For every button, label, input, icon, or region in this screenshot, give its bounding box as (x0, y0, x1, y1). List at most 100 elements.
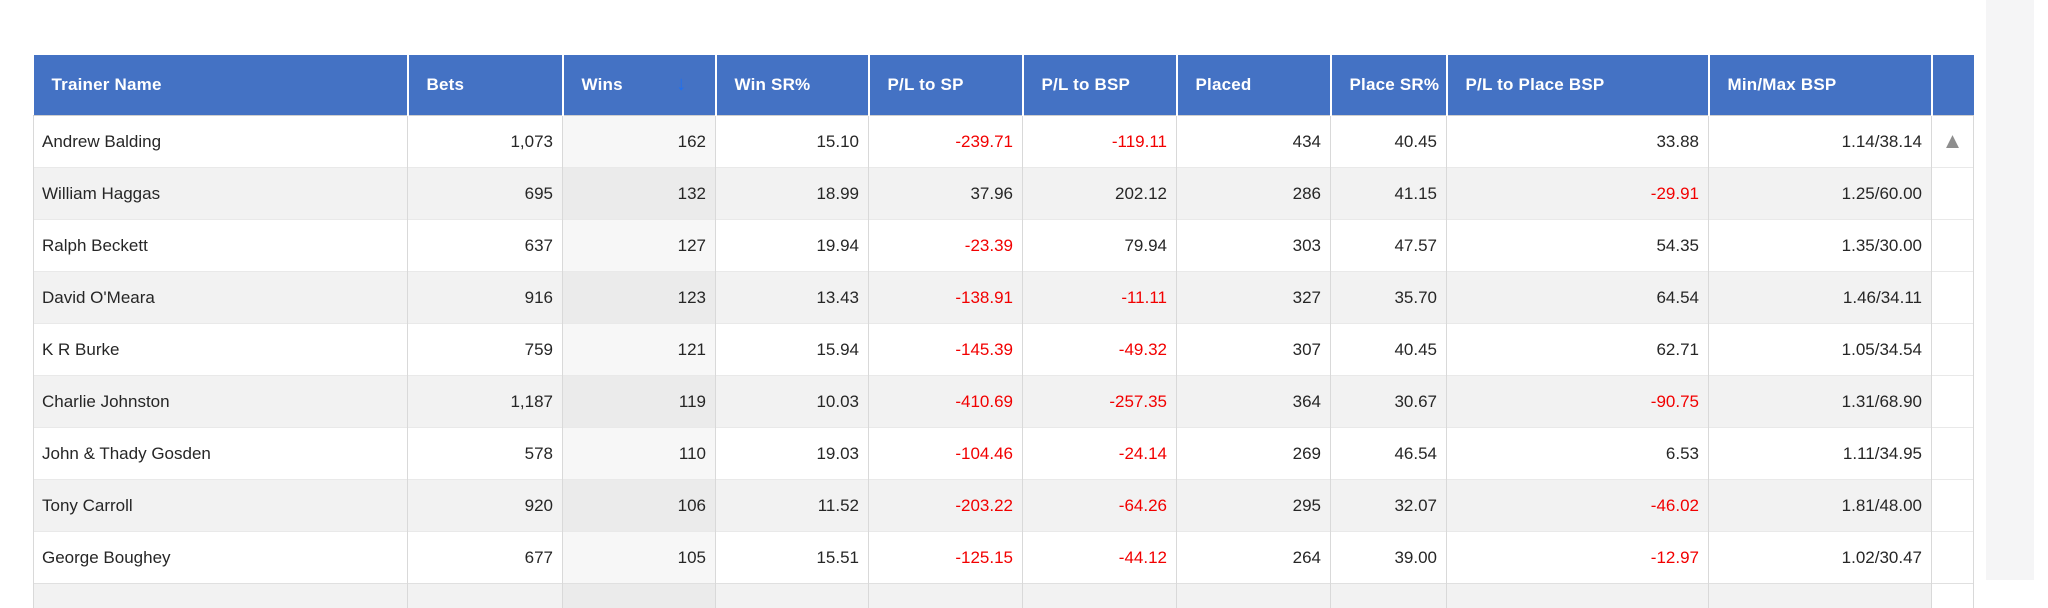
col-header-place-sr[interactable]: Place SR% (1331, 55, 1447, 116)
cell-trainer_name: Tony Carroll (34, 480, 408, 532)
cell-place_sr: 40.45 (1331, 324, 1447, 376)
scroll-cell: ▲ (1932, 116, 1974, 168)
cell-trainer_name: Charlie Johnston (34, 376, 408, 428)
cell-place_sr (1331, 584, 1447, 608)
cell-bets (408, 584, 563, 608)
cell-pl_bsp: -257.35 (1023, 376, 1177, 428)
cell-pl_place_bsp: -90.75 (1447, 376, 1709, 428)
cell-placed: 434 (1177, 116, 1331, 168)
scroll-cell (1932, 532, 1974, 584)
scroll-up-icon[interactable]: ▲ (1942, 128, 1964, 153)
cell-bets: 759 (408, 324, 563, 376)
cell-wins: 132 (563, 168, 716, 220)
cell-pl_sp: -410.69 (869, 376, 1023, 428)
col-header-wins[interactable]: Wins↓ (563, 55, 716, 116)
cell-pl_sp: -23.39 (869, 220, 1023, 272)
cell-pl_bsp: -64.26 (1023, 480, 1177, 532)
cell-bets: 637 (408, 220, 563, 272)
cell-pl_bsp: 202.12 (1023, 168, 1177, 220)
cell-minmax_bsp: 1.31/68.90 (1709, 376, 1932, 428)
col-header-wins-label: Wins (582, 75, 623, 94)
scroll-cell (1932, 272, 1974, 324)
cell-wins: 162 (563, 116, 716, 168)
cell-pl_bsp: 79.94 (1023, 220, 1177, 272)
cell-bets: 578 (408, 428, 563, 480)
col-header-placed[interactable]: Placed (1177, 55, 1331, 116)
col-header-bets[interactable]: Bets (408, 55, 563, 116)
cell-pl_place_bsp: 54.35 (1447, 220, 1709, 272)
cell-pl_bsp: -24.14 (1023, 428, 1177, 480)
cell-wins: 123 (563, 272, 716, 324)
cell-minmax_bsp: 1.81/48.00 (1709, 480, 1932, 532)
cell-minmax_bsp: 1.14/38.14 (1709, 116, 1932, 168)
cell-bets: 916 (408, 272, 563, 324)
cell-bets: 1,187 (408, 376, 563, 428)
col-header-minmax-bsp[interactable]: Min/Max BSP (1709, 55, 1932, 116)
cell-win_sr (716, 584, 869, 608)
cell-pl_bsp: -119.11 (1023, 116, 1177, 168)
cell-placed: 307 (1177, 324, 1331, 376)
cell-trainer_name: Andrew Balding (34, 116, 408, 168)
cell-pl_place_bsp: -46.02 (1447, 480, 1709, 532)
cell-trainer_name: George Boughey (34, 532, 408, 584)
cell-trainer_name: K R Burke (34, 324, 408, 376)
cell-place_sr: 47.57 (1331, 220, 1447, 272)
cell-wins (563, 584, 716, 608)
col-header-scroll (1932, 55, 1974, 116)
cell-pl_sp: -203.22 (869, 480, 1023, 532)
cell-wins: 110 (563, 428, 716, 480)
cell-placed: 264 (1177, 532, 1331, 584)
cell-bets: 1,073 (408, 116, 563, 168)
cell-minmax_bsp: 1.11/34.95 (1709, 428, 1932, 480)
cell-win_sr: 10.03 (716, 376, 869, 428)
cell-win_sr: 18.99 (716, 168, 869, 220)
cell-minmax_bsp: 1.25/60.00 (1709, 168, 1932, 220)
cell-pl_bsp: -44.12 (1023, 532, 1177, 584)
col-header-pl-to-bsp[interactable]: P/L to BSP (1023, 55, 1177, 116)
cell-wins: 127 (563, 220, 716, 272)
cell-bets: 695 (408, 168, 563, 220)
cell-place_sr: 35.70 (1331, 272, 1447, 324)
cell-pl_sp: -104.46 (869, 428, 1023, 480)
cell-pl_place_bsp: 62.71 (1447, 324, 1709, 376)
cell-placed: 327 (1177, 272, 1331, 324)
cell-pl_place_bsp: -29.91 (1447, 168, 1709, 220)
cell-minmax_bsp: 1.35/30.00 (1709, 220, 1932, 272)
cell-place_sr: 46.54 (1331, 428, 1447, 480)
cell-win_sr: 15.10 (716, 116, 869, 168)
cell-place_sr: 41.15 (1331, 168, 1447, 220)
cell-trainer_name: William Haggas (34, 168, 408, 220)
cell-win_sr: 15.51 (716, 532, 869, 584)
cell-win_sr: 15.94 (716, 324, 869, 376)
cell-trainer_name: Ralph Beckett (34, 220, 408, 272)
cell-minmax_bsp: 1.05/34.54 (1709, 324, 1932, 376)
col-header-win-sr[interactable]: Win SR% (716, 55, 869, 116)
cell-trainer_name (34, 584, 408, 608)
cell-placed: 286 (1177, 168, 1331, 220)
cell-pl_sp (869, 584, 1023, 608)
col-header-pl-to-sp[interactable]: P/L to SP (869, 55, 1023, 116)
trainer-stats-grid: Trainer Name Bets Wins↓ Win SR% P/L to S… (33, 55, 1974, 608)
col-header-trainer-name[interactable]: Trainer Name (34, 55, 408, 116)
col-header-pl-to-place-bsp[interactable]: P/L to Place BSP (1447, 55, 1709, 116)
cell-wins: 121 (563, 324, 716, 376)
cell-wins: 119 (563, 376, 716, 428)
cell-place_sr: 32.07 (1331, 480, 1447, 532)
scroll-cell (1932, 428, 1974, 480)
cell-win_sr: 19.03 (716, 428, 869, 480)
cell-place_sr: 39.00 (1331, 532, 1447, 584)
cell-pl_sp: -138.91 (869, 272, 1023, 324)
trainer-stats-table: Trainer Name Bets Wins↓ Win SR% P/L to S… (33, 55, 1974, 608)
cell-wins: 106 (563, 480, 716, 532)
cell-pl_place_bsp: 33.88 (1447, 116, 1709, 168)
